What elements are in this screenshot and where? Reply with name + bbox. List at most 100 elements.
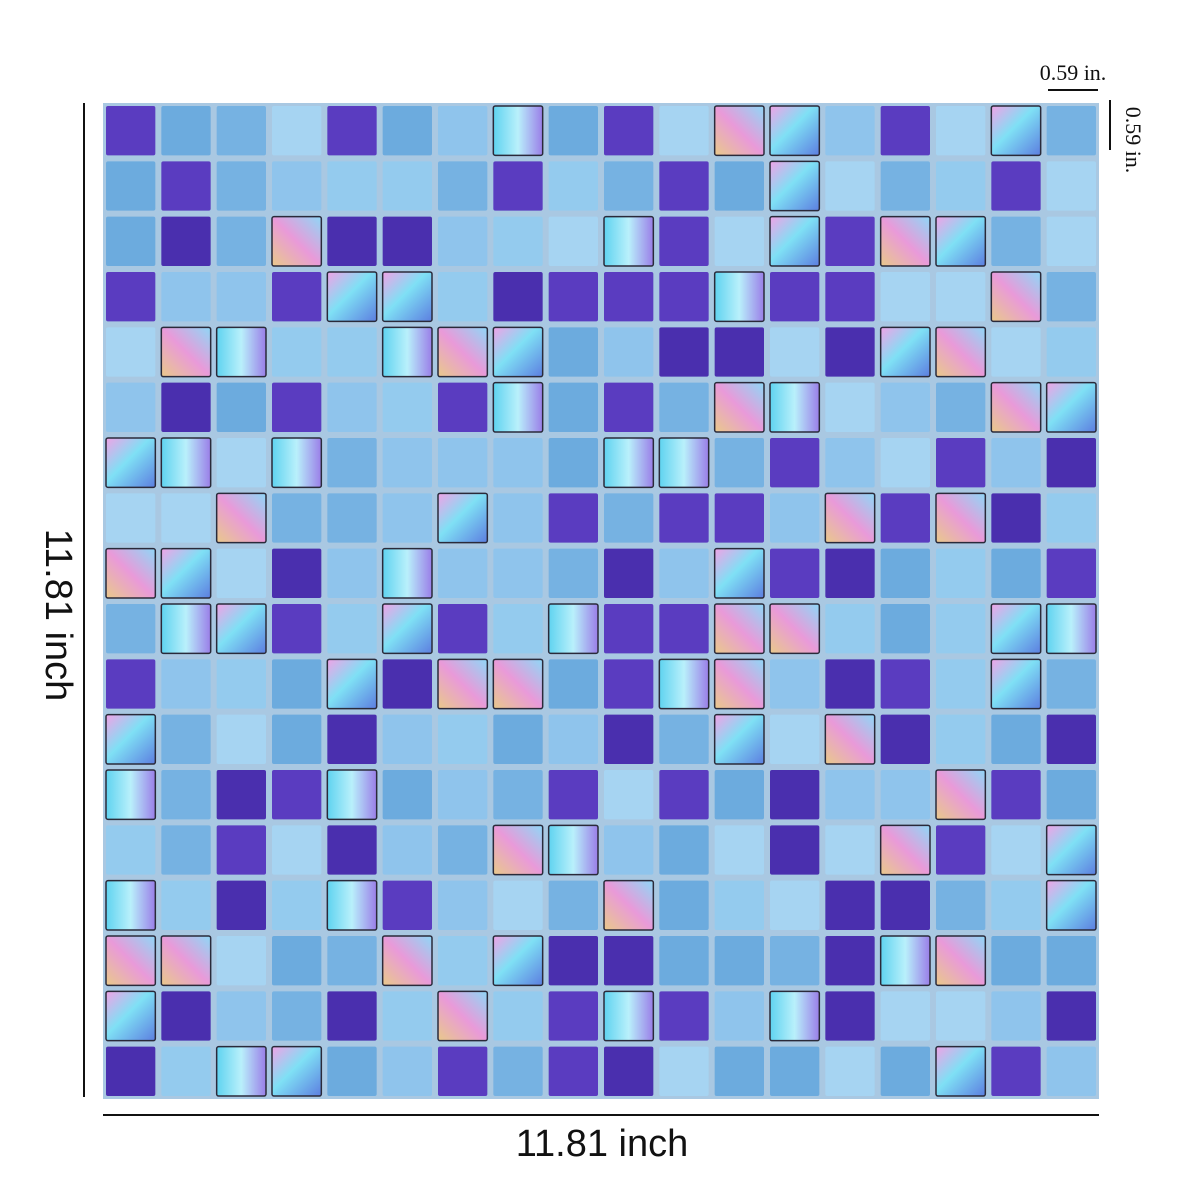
tile — [106, 493, 156, 543]
tile — [770, 770, 820, 820]
tile — [327, 493, 377, 543]
tile — [493, 991, 543, 1041]
tile — [714, 936, 764, 986]
tile — [105, 437, 157, 489]
tile — [216, 991, 266, 1041]
tile — [770, 714, 820, 764]
tile — [382, 493, 432, 543]
tile — [714, 216, 764, 266]
tile — [327, 327, 377, 377]
tile — [106, 659, 156, 709]
tile — [935, 935, 987, 987]
tile — [880, 659, 930, 709]
tile — [1046, 1046, 1096, 1096]
tile — [936, 604, 986, 654]
tile — [714, 161, 764, 211]
tile — [990, 105, 1042, 157]
tile — [825, 327, 875, 377]
tile — [493, 770, 543, 820]
tile — [105, 713, 157, 765]
tile — [326, 658, 378, 710]
tile — [769, 990, 821, 1042]
tile — [935, 769, 987, 821]
tile — [327, 161, 377, 211]
tile — [438, 880, 488, 930]
tile — [438, 438, 488, 488]
tile — [770, 1046, 820, 1096]
tile — [935, 215, 987, 267]
tile — [216, 548, 266, 598]
tile — [382, 659, 432, 709]
tile — [880, 1046, 930, 1096]
tile — [381, 547, 433, 599]
tile — [216, 714, 266, 764]
tile — [770, 272, 820, 322]
tile — [272, 161, 322, 211]
tile — [1046, 272, 1096, 322]
tile — [215, 326, 267, 378]
tile — [216, 106, 266, 156]
tile — [493, 1046, 543, 1096]
tile — [161, 106, 211, 156]
tile — [272, 548, 322, 598]
tile — [548, 272, 598, 322]
tile — [659, 272, 709, 322]
tile — [880, 548, 930, 598]
tile — [272, 327, 322, 377]
tile — [769, 215, 821, 267]
tile — [382, 1046, 432, 1096]
tile — [659, 770, 709, 820]
tile — [381, 326, 433, 378]
tile — [713, 547, 765, 599]
tile — [106, 604, 156, 654]
tile — [991, 493, 1041, 543]
tile — [161, 216, 211, 266]
tile — [327, 438, 377, 488]
tile — [272, 659, 322, 709]
tile — [382, 991, 432, 1041]
tile — [825, 770, 875, 820]
tile — [216, 825, 266, 875]
tile — [935, 492, 987, 544]
tile — [879, 215, 931, 267]
tile — [603, 437, 655, 489]
tile — [327, 106, 377, 156]
tile — [160, 935, 212, 987]
tile — [880, 272, 930, 322]
tile — [825, 548, 875, 598]
sheet-height-label: 11.81 inch — [37, 529, 79, 702]
tile — [272, 714, 322, 764]
tile — [604, 548, 654, 598]
tile — [604, 659, 654, 709]
tile — [493, 880, 543, 930]
tile — [880, 714, 930, 764]
tile — [160, 547, 212, 599]
tile — [105, 935, 157, 987]
tile — [1045, 603, 1097, 655]
tile — [105, 990, 157, 1042]
tile — [825, 272, 875, 322]
tile — [216, 659, 266, 709]
sheet-width-label: 11.81 inch — [516, 1123, 689, 1165]
tile — [326, 271, 378, 323]
tile — [438, 714, 488, 764]
tile — [990, 381, 1042, 433]
tile — [935, 1045, 987, 1097]
tile — [1046, 991, 1096, 1041]
tile — [991, 936, 1041, 986]
tile — [548, 438, 598, 488]
tile — [713, 658, 765, 710]
tile — [548, 327, 598, 377]
tile — [548, 991, 598, 1041]
tile — [714, 991, 764, 1041]
tile — [658, 658, 710, 710]
tile — [879, 824, 931, 876]
tile — [990, 271, 1042, 323]
tile — [438, 272, 488, 322]
tile — [936, 382, 986, 432]
tile — [105, 879, 157, 931]
tile — [603, 990, 655, 1042]
tile — [106, 825, 156, 875]
tile — [161, 1046, 211, 1096]
